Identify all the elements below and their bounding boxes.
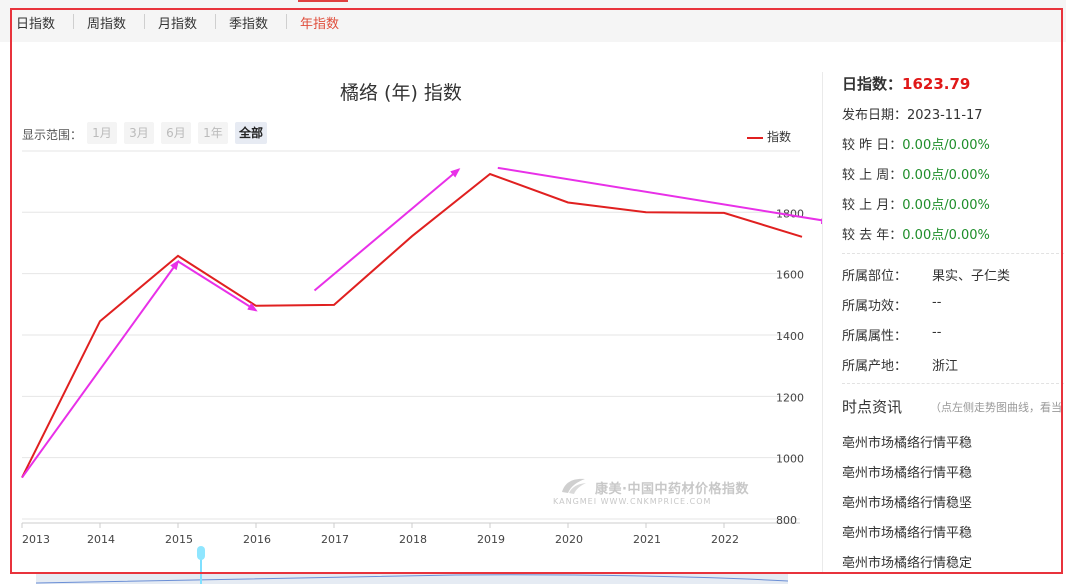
tab-monthly-index[interactable]: 月指数 bbox=[158, 17, 198, 32]
publish-date-label: 发布日期： bbox=[842, 108, 908, 123]
x-tick-label: 2019 bbox=[477, 533, 505, 546]
change-value: 0.00点/0.00% bbox=[902, 228, 990, 243]
change-label: 较 上 周： bbox=[842, 168, 903, 183]
daily-index-label: 日指数： bbox=[842, 75, 903, 93]
x-tick-label: 2014 bbox=[87, 533, 115, 546]
change-vs-last-month: 较 上 月：0.00点/0.00% bbox=[842, 194, 990, 213]
change-value: 0.00点/0.00% bbox=[902, 168, 990, 183]
tab-yearly-index[interactable]: 年指数 bbox=[300, 17, 340, 32]
attribute-label: 所属属性： bbox=[842, 329, 908, 344]
kangmei-logo-icon bbox=[562, 478, 586, 494]
annotation-arrow bbox=[177, 260, 258, 312]
index-tab-bar: 日指数 周指数 月指数 季指数 年指数 bbox=[0, 0, 1066, 42]
publish-date: 发布日期：2023-11-17 bbox=[842, 104, 983, 123]
attribute-effect: 所属功效： -- bbox=[842, 295, 941, 314]
news-item[interactable]: 亳州市场橘络行情平稳 bbox=[842, 436, 973, 451]
x-tick-label: 2013 bbox=[22, 533, 50, 546]
section-divider bbox=[842, 383, 1064, 384]
range-label: 显示范围： bbox=[22, 128, 83, 142]
change-vs-last-week: 较 上 周：0.00点/0.00% bbox=[842, 164, 990, 183]
annotation-arrow bbox=[21, 259, 180, 479]
change-label: 较 昨 日： bbox=[842, 138, 903, 153]
range-button-1m[interactable]: 1月 bbox=[87, 122, 117, 144]
legend-line-swatch bbox=[747, 136, 763, 139]
daily-index-value: 1623.79 bbox=[902, 75, 971, 93]
x-tick-label: 2021 bbox=[633, 533, 661, 546]
attribute-label: 所属产地： bbox=[842, 359, 908, 374]
slider-preview-line bbox=[36, 574, 788, 584]
x-tick-label: 2018 bbox=[399, 533, 427, 546]
news-section-title: 时点资讯 bbox=[842, 398, 903, 416]
tab-separator bbox=[73, 14, 74, 29]
tab-accent-bar bbox=[298, 0, 348, 2]
news-item[interactable]: 亳州市场橘络行情平稳 bbox=[842, 526, 973, 541]
tab-separator bbox=[286, 14, 287, 29]
range-button-6m[interactable]: 6月 bbox=[161, 122, 191, 144]
news-item[interactable]: 亳州市场橘络行情稳坚 bbox=[842, 496, 973, 511]
news-item[interactable]: 亳州市场橘络行情平稳 bbox=[842, 466, 973, 481]
news-section-hint: （点左侧走势图曲线，看当 bbox=[930, 401, 1062, 414]
attribute-label: 所属功效： bbox=[842, 299, 908, 314]
x-tick-label: 2017 bbox=[321, 533, 349, 546]
attribute-part: 所属部位： 果实、子仁类 bbox=[842, 265, 1010, 284]
kangmei-watermark: 康美·中国中药材价格指数 KANGMEI WWW.CNKMPRICE.COM bbox=[553, 476, 793, 512]
y-tick-label: 800 bbox=[776, 514, 797, 527]
panel-divider bbox=[822, 72, 823, 574]
change-value: 0.00点/0.00% bbox=[902, 138, 990, 153]
attribute-value: 浙江 bbox=[932, 359, 959, 374]
change-label: 较 去 年： bbox=[842, 228, 903, 243]
publish-date-value: 2023-11-17 bbox=[907, 108, 983, 123]
range-slider[interactable] bbox=[36, 574, 788, 584]
attribute-origin: 所属产地： 浙江 bbox=[842, 355, 958, 374]
y-tick-label: 1600 bbox=[776, 269, 804, 282]
range-button-all[interactable]: 全部 bbox=[235, 122, 267, 144]
annotation-arrow bbox=[313, 168, 461, 292]
x-tick-label: 2020 bbox=[555, 533, 583, 546]
tab-daily-index[interactable]: 日指数 bbox=[16, 17, 56, 32]
daily-index: 日指数：1623.79 bbox=[842, 73, 970, 94]
chart-legend[interactable]: 指数 bbox=[747, 128, 791, 145]
y-tick-label: 1200 bbox=[776, 391, 804, 404]
series-line bbox=[21, 172, 803, 479]
y-tick-label: 1000 bbox=[776, 453, 804, 466]
x-tick-label: 2016 bbox=[243, 533, 271, 546]
range-button-1y[interactable]: 1年 bbox=[198, 122, 228, 144]
x-tick-label: 2015 bbox=[165, 533, 193, 546]
attribute-property: 所属属性： -- bbox=[842, 325, 941, 344]
attribute-label: 所属部位： bbox=[842, 269, 908, 284]
change-label: 较 上 月： bbox=[842, 198, 903, 213]
tab-quarterly-index[interactable]: 季指数 bbox=[229, 17, 269, 32]
change-value: 0.00点/0.00% bbox=[902, 198, 990, 213]
watermark-text-cn: 康美·中国中药材价格指数 bbox=[595, 482, 749, 497]
tab-separator bbox=[144, 14, 145, 29]
range-button-3m[interactable]: 3月 bbox=[124, 122, 154, 144]
change-vs-last-year: 较 去 年：0.00点/0.00% bbox=[842, 224, 990, 243]
news-item[interactable]: 亳州市场橘络行情稳定 bbox=[842, 556, 973, 571]
section-divider bbox=[842, 253, 1064, 254]
attribute-value: 果实、子仁类 bbox=[932, 269, 1011, 284]
attribute-value: -- bbox=[932, 325, 942, 340]
slider-handle[interactable] bbox=[195, 544, 207, 584]
change-vs-yesterday: 较 昨 日：0.00点/0.00% bbox=[842, 134, 990, 153]
tab-weekly-index[interactable]: 周指数 bbox=[87, 17, 127, 32]
attribute-value: -- bbox=[932, 295, 942, 310]
x-tick-label: 2022 bbox=[711, 533, 739, 546]
legend-label: 指数 bbox=[767, 130, 792, 144]
watermark-text-en: KANGMEI WWW.CNKMPRICE.COM bbox=[553, 497, 712, 506]
tab-separator bbox=[215, 14, 216, 29]
annotation-arrow bbox=[497, 166, 822, 225]
y-tick-label: 1400 bbox=[776, 330, 804, 343]
chart-title: 橘络 (年) 指数 bbox=[340, 82, 462, 104]
